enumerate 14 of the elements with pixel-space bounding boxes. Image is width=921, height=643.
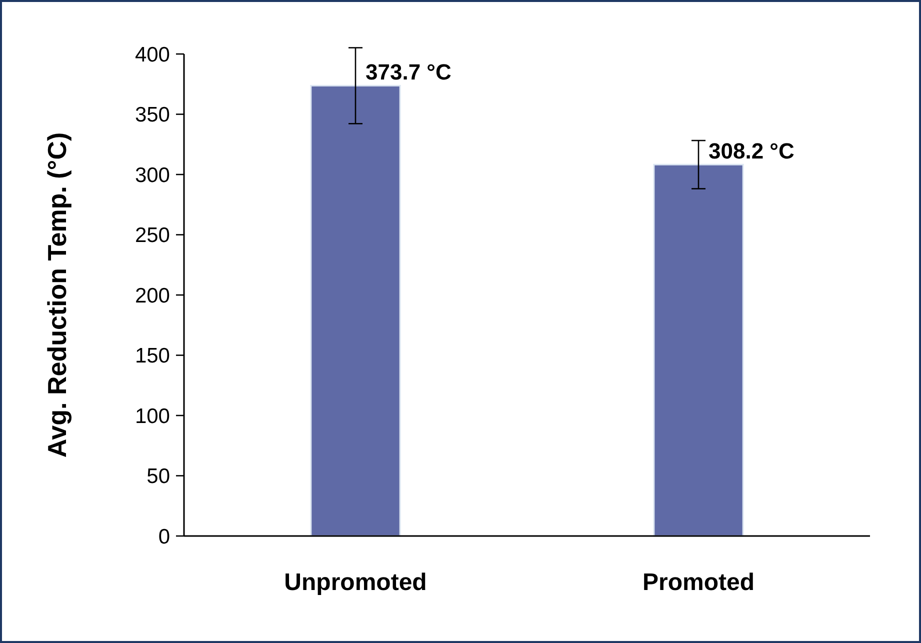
x-tick-label: Unpromoted [284, 569, 427, 596]
x-tick-label: Promoted [642, 569, 755, 596]
y-tick-label: 300 [134, 164, 170, 187]
y-axis-title: Avg. Reduction Temp. (°C) [42, 132, 72, 458]
y-tick-label: 0 [158, 525, 170, 548]
y-tick-label: 50 [146, 465, 170, 488]
y-tick-label: 400 [134, 43, 170, 66]
y-tick-label: 150 [134, 344, 170, 368]
y-tick-label: 350 [134, 104, 170, 127]
data-label: 308.2 °C [708, 138, 794, 164]
y-tick-label: 100 [134, 404, 170, 428]
data-label: 373.7 °C [366, 60, 452, 85]
y-tick-label: 200 [134, 284, 170, 308]
y-tick-label: 250 [134, 224, 170, 248]
